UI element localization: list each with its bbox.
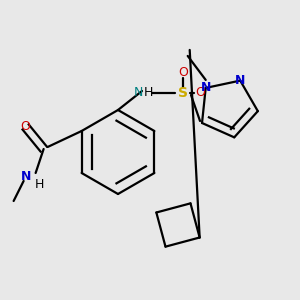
Text: S: S <box>178 86 188 100</box>
Text: O: O <box>195 86 205 100</box>
Text: N: N <box>133 86 143 100</box>
Text: N: N <box>200 81 211 94</box>
Text: H: H <box>143 86 153 100</box>
Text: H: H <box>35 178 44 191</box>
Text: O: O <box>178 65 188 79</box>
Text: N: N <box>235 74 245 87</box>
Text: O: O <box>21 121 31 134</box>
Text: N: N <box>20 170 31 184</box>
